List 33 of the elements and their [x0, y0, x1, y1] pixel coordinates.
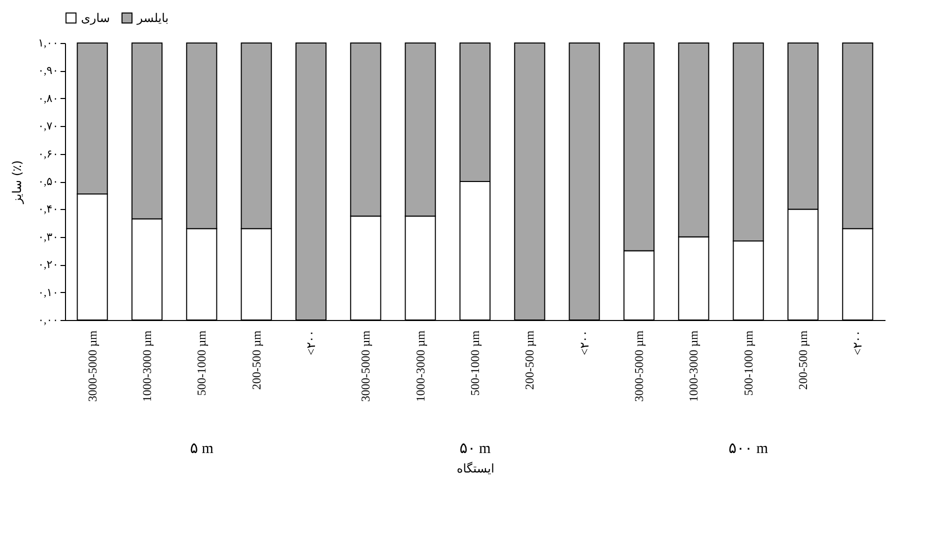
y-tick-label: ۱,۰۰	[38, 38, 58, 50]
x-tick-label: <۲۰۰	[850, 330, 865, 356]
y-tick-label: ۰,۵۰	[38, 176, 58, 188]
x-tick-label: 500-1000 µm	[194, 330, 209, 396]
y-tick-label: ۰,۹۰	[38, 65, 58, 78]
legend-label: بایلسر	[136, 11, 169, 25]
x-tick-label: 200-500 µm	[522, 330, 537, 390]
x-tick-label: 500-1000 µm	[741, 330, 756, 396]
y-tick-label: ۰,۱۰	[38, 286, 58, 299]
x-tick-label: 1000-3000 µm	[686, 330, 701, 402]
y-axis-title: سایز (٪)	[10, 160, 24, 205]
x-tick-label: 200-500 µm	[249, 330, 264, 390]
x-axis-title: ایستگاه	[456, 462, 494, 476]
x-tick-label: 1000-3000 µm	[140, 330, 154, 402]
legend-label: ساری	[81, 11, 110, 25]
y-tick-label: ۰,۸۰	[38, 92, 58, 105]
y-tick-label: ۰,۰۰	[38, 314, 58, 326]
x-tick-label: 500-1000 µm	[468, 330, 482, 396]
x-tick-label: 1000-3000 µm	[413, 330, 428, 402]
x-tick-label: 3000-5000 µm	[85, 330, 100, 402]
y-tick-label: ۰,۶۰	[38, 148, 58, 160]
x-tick-label: 3000-5000 µm	[358, 330, 373, 402]
text: ۵۰ m	[459, 441, 492, 457]
x-tick-label: <۲۰۰	[304, 330, 318, 356]
y-tick-label: ۰,۳۰	[38, 231, 58, 244]
y-tick-label: ۰,۷۰	[38, 120, 58, 133]
text: ۵۰۰ m	[728, 441, 768, 457]
x-tick-label: 3000-5000 µm	[632, 330, 646, 402]
y-tick-label: ۰,۴۰	[38, 204, 58, 216]
text: ۵ m	[190, 441, 214, 457]
x-tick-label: <۲۰۰	[577, 330, 592, 356]
y-tick-label: ۰,۲۰	[38, 259, 58, 272]
x-tick-label: 200-500 µm	[796, 330, 810, 390]
